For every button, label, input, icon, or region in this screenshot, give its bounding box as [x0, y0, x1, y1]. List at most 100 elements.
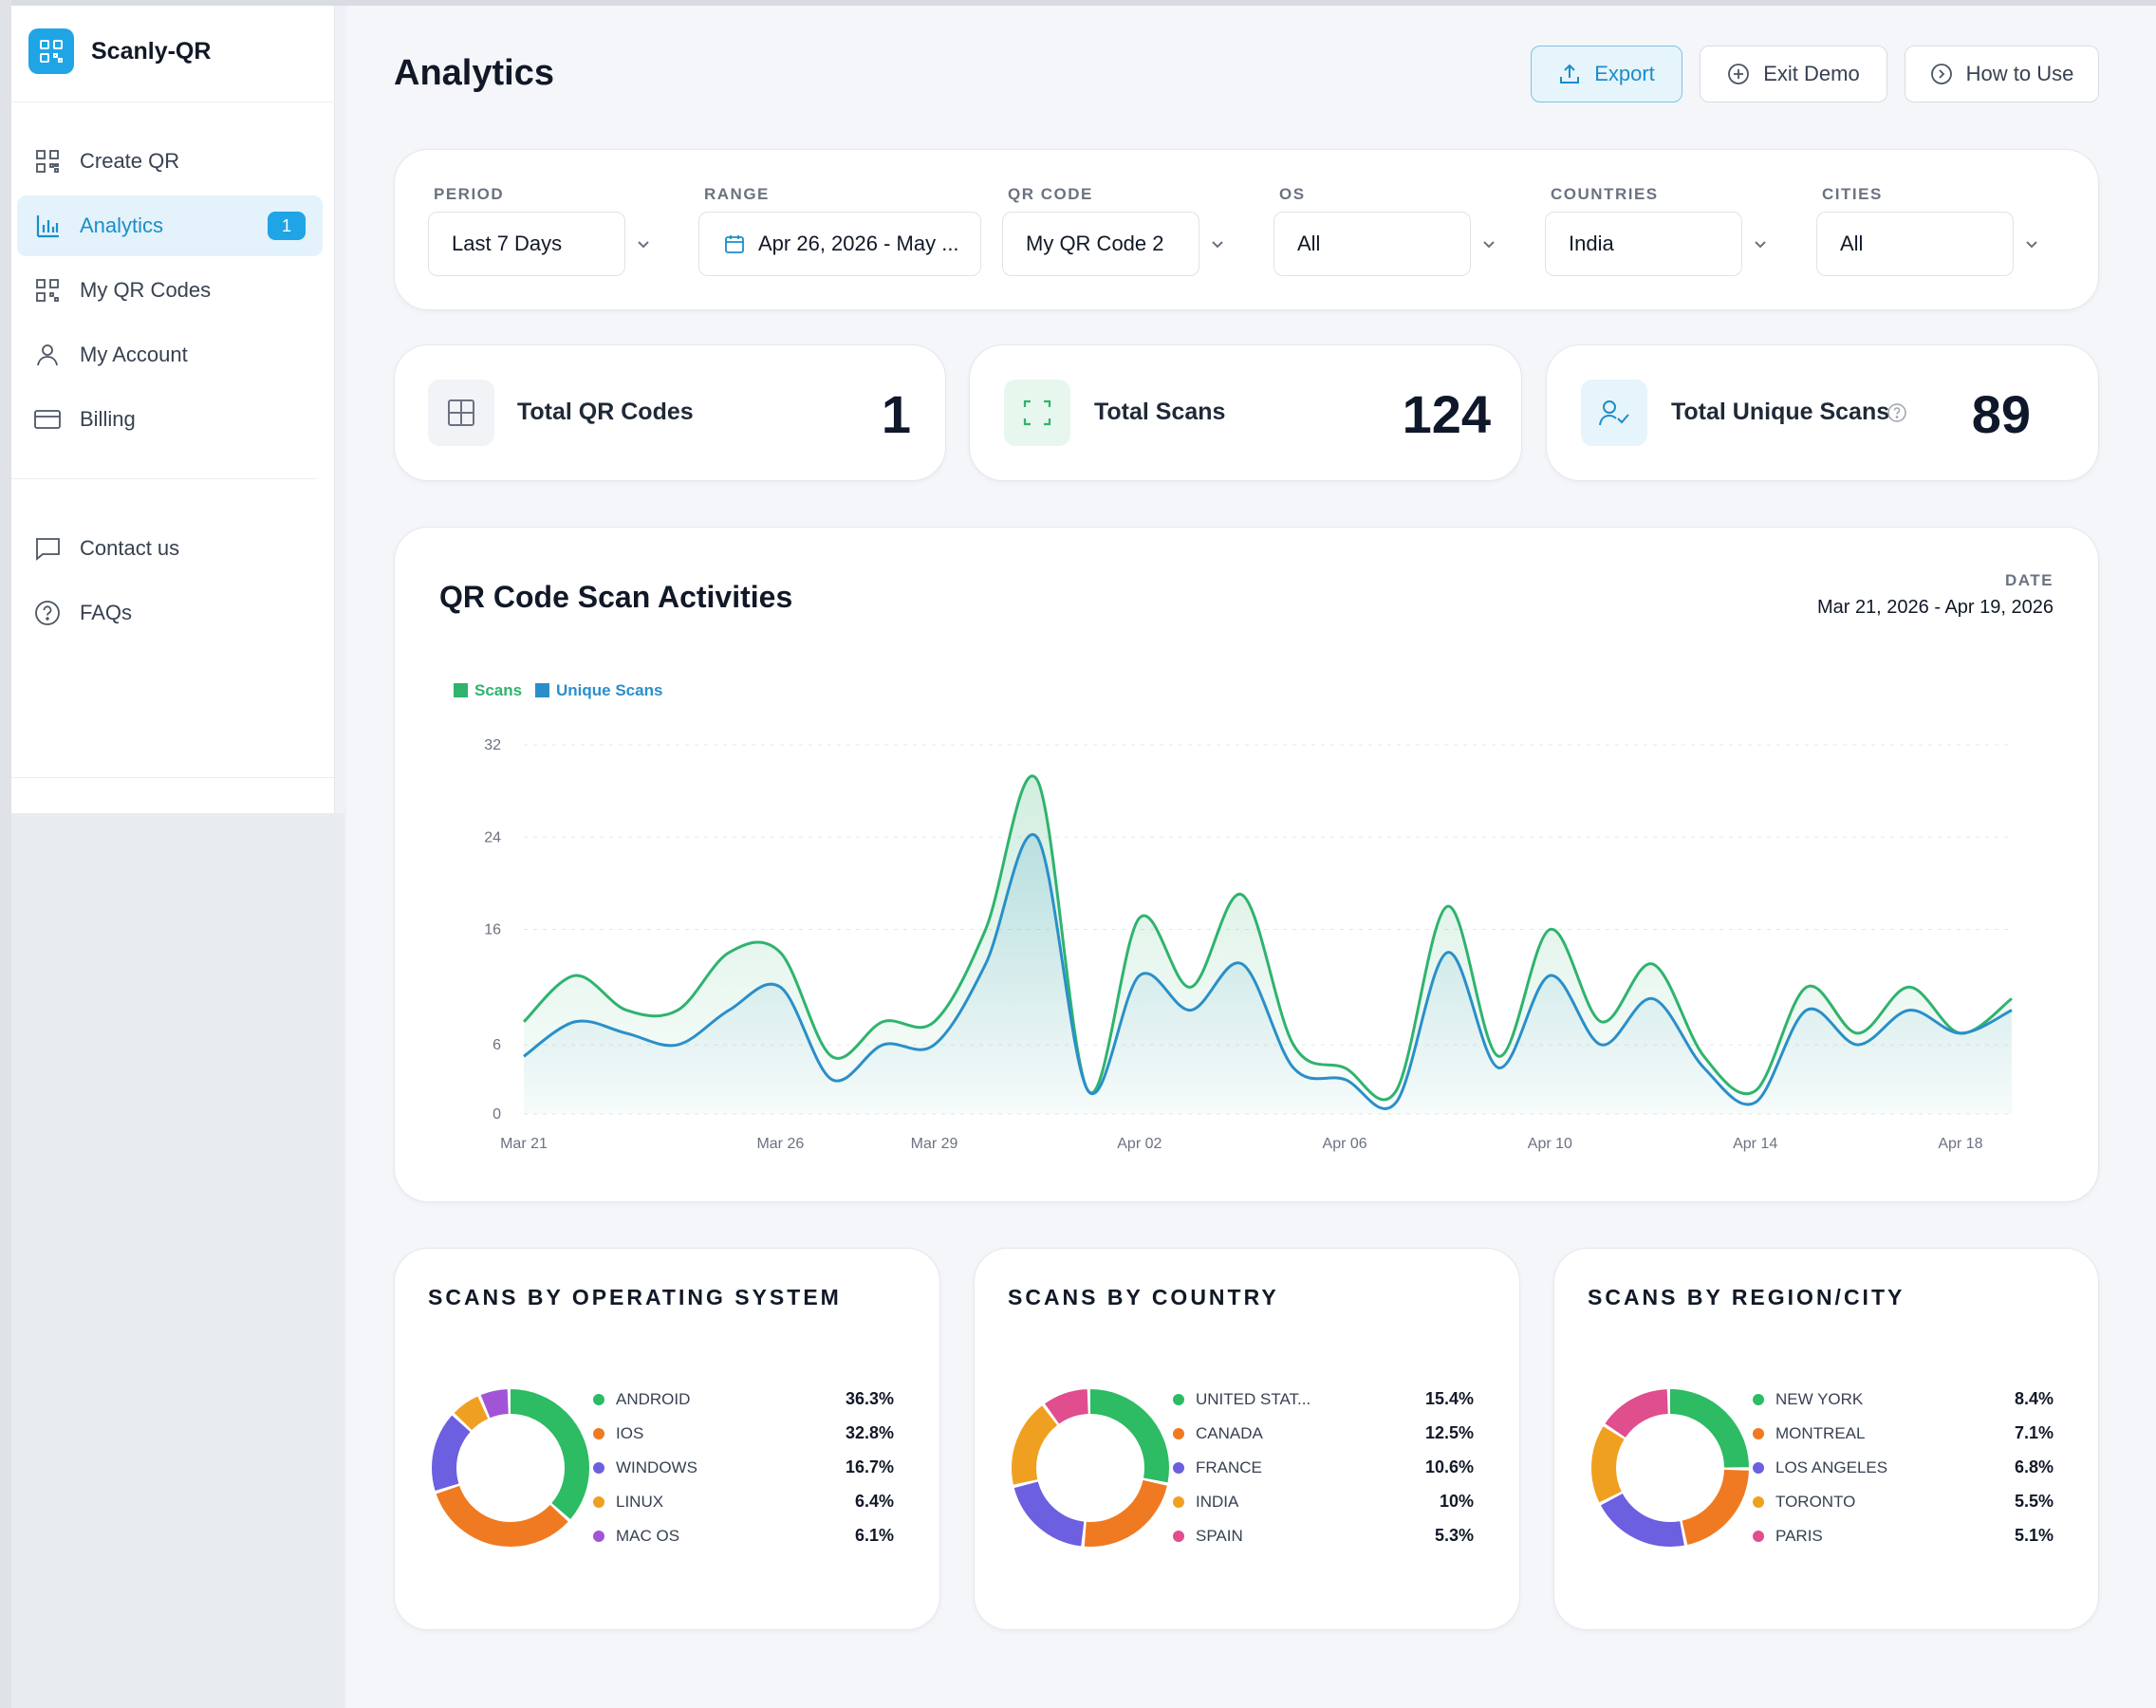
filter-label-range: RANGE — [704, 185, 770, 203]
qr-code-select[interactable]: My QR Code 2 — [1002, 212, 1199, 276]
window-frame-left — [0, 0, 11, 1708]
legend-dot — [1753, 1531, 1764, 1542]
scan-frame-icon — [1004, 380, 1070, 446]
sidebar-item-faqs[interactable]: FAQs — [17, 583, 323, 643]
chevron-down-icon[interactable] — [635, 235, 652, 252]
exit-demo-button[interactable]: Exit Demo — [1700, 46, 1887, 102]
sidebar-item-my-qr-codes[interactable]: My QR Codes — [17, 260, 323, 321]
chevron-down-icon[interactable] — [1480, 235, 1497, 252]
sidebar-item-label: Contact us — [80, 536, 180, 560]
legend-label: MAC OS — [616, 1527, 680, 1545]
os-value: All — [1297, 232, 1321, 255]
play-circle-icon — [1930, 64, 1952, 84]
legend-dot — [593, 1531, 604, 1542]
legend-dot — [1753, 1394, 1764, 1405]
chevron-down-icon[interactable] — [2023, 235, 2040, 252]
legend-percent: 32.8% — [845, 1423, 894, 1442]
info-icon[interactable] — [1886, 402, 1907, 423]
legend-item: WINDOWS — [593, 1458, 697, 1477]
qr-code-value: My QR Code 2 — [1026, 232, 1164, 255]
count-badge: 1 — [268, 212, 306, 240]
user-icon — [34, 342, 61, 368]
y-tick-label: 6 — [493, 1037, 501, 1053]
legend-label: NEW YORK — [1775, 1390, 1864, 1408]
upload-icon — [1560, 64, 1580, 84]
bar-chart-icon — [34, 213, 61, 239]
sidebar: Scanly-QR Create QR Analytics 1 — [11, 6, 335, 813]
help-icon — [34, 600, 61, 626]
sidebar-item-my-account[interactable]: My Account — [17, 325, 323, 385]
countries-select[interactable]: India — [1545, 212, 1742, 276]
sidebar-nav: Create QR Analytics 1 My QR Codes — [17, 131, 323, 454]
export-button[interactable]: Export — [1531, 46, 1682, 102]
city-breakdown-card — [1553, 1248, 2099, 1630]
chevron-down-icon[interactable] — [1209, 235, 1226, 252]
sidebar-item-analytics[interactable]: Analytics 1 — [17, 195, 323, 256]
date-range-value: Mar 21, 2026 - Apr 19, 2026 — [1816, 597, 2054, 618]
x-tick-label: Apr 10 — [1528, 1136, 1572, 1152]
sidebar-item-billing[interactable]: Billing — [17, 389, 323, 450]
brand[interactable]: Scanly-QR — [28, 28, 211, 74]
legend-dot — [593, 1462, 604, 1474]
panel-title-country: SCANS BY COUNTRY — [1008, 1285, 1279, 1309]
legend-label: LINUX — [616, 1493, 664, 1511]
qr-grid-icon — [34, 277, 61, 304]
range-picker[interactable]: Apr 26, 2026 - May ... — [698, 212, 981, 276]
sidebar-item-create-qr[interactable]: Create QR — [17, 131, 323, 192]
donut-slice — [432, 1389, 589, 1547]
sidebar-item-contact-us[interactable]: Contact us — [17, 518, 323, 579]
x-tick-label: Mar 21 — [500, 1136, 548, 1152]
calendar-icon — [725, 235, 744, 253]
qr-logo-icon — [28, 28, 74, 74]
how-to-use-button[interactable]: How to Use — [1905, 46, 2099, 102]
stat-value: 89 — [1971, 384, 2031, 444]
chevron-down-icon[interactable] — [1752, 235, 1769, 252]
exit-demo-label: Exit Demo — [1763, 62, 1860, 85]
legend-label: SPAIN — [1196, 1527, 1243, 1545]
legend-label: PARIS — [1775, 1527, 1823, 1545]
legend-label: FRANCE — [1196, 1458, 1262, 1476]
legend-item: UNITED STAT... — [1173, 1390, 1310, 1409]
donut-slice — [1591, 1389, 1749, 1547]
legend-label: Scans — [474, 681, 522, 699]
donut-slice — [432, 1389, 589, 1547]
x-tick-label: Mar 29 — [911, 1136, 958, 1152]
sidebar-item-label: Create QR — [80, 149, 180, 173]
legend-percent: 36.3% — [845, 1389, 894, 1408]
panel-title-os: SCANS BY OPERATING SYSTEM — [428, 1285, 842, 1309]
app-name: Scanly-QR — [91, 37, 212, 65]
filter-label-os: OS — [1279, 185, 1306, 203]
legend-dot — [1753, 1496, 1764, 1508]
divider — [11, 478, 317, 479]
x-tick-label: Mar 26 — [756, 1136, 804, 1152]
legend-dot — [1753, 1462, 1764, 1474]
grid-icon — [428, 380, 494, 446]
donut-slice — [1012, 1389, 1169, 1547]
legend-percent: 7.1% — [2014, 1423, 2054, 1442]
date-label: DATE — [2004, 571, 2054, 589]
legend-percent: 5.1% — [2014, 1526, 2054, 1545]
filter-label-period: PERIOD — [434, 185, 505, 203]
series-line-unique-scans — [523, 833, 2013, 1110]
legend-item: SPAIN — [1173, 1527, 1243, 1546]
legend-percent: 5.5% — [2014, 1492, 2054, 1511]
os-select[interactable]: All — [1273, 212, 1471, 276]
x-tick-label: Apr 18 — [1938, 1136, 1982, 1152]
legend-item: TORONTO — [1753, 1493, 1855, 1512]
stat-value: 124 — [1402, 384, 1491, 444]
legend-dot — [1173, 1462, 1184, 1474]
cities-select[interactable]: All — [1816, 212, 2014, 276]
country-breakdown-card — [974, 1248, 1520, 1630]
legend-dot — [593, 1394, 604, 1405]
donut-chart — [1591, 1389, 1749, 1547]
x-tick-label: Apr 02 — [1117, 1136, 1162, 1152]
countries-value: India — [1569, 232, 1614, 255]
stat-label: Total QR Codes — [517, 399, 694, 425]
period-select[interactable]: Last 7 Days — [428, 212, 625, 276]
legend-label: LOS ANGELES — [1775, 1458, 1888, 1476]
series-area-unique-scans — [524, 834, 2012, 1114]
sidebar-item-label: Analytics — [80, 214, 164, 237]
donut-slice — [432, 1389, 589, 1547]
sidebar-secondary-nav: Contact us FAQs — [17, 518, 323, 647]
sidebar-item-label: Billing — [80, 407, 136, 431]
